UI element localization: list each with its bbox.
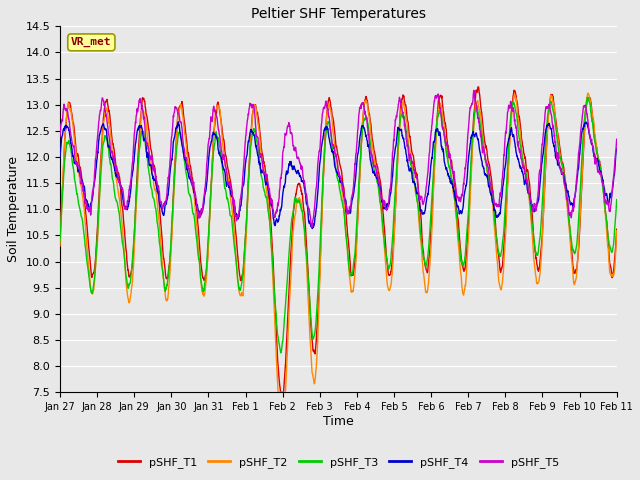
Text: VR_met: VR_met [71, 37, 111, 48]
X-axis label: Time: Time [323, 415, 354, 428]
Legend: pSHF_T1, pSHF_T2, pSHF_T3, pSHF_T4, pSHF_T5: pSHF_T1, pSHF_T2, pSHF_T3, pSHF_T4, pSHF… [113, 453, 564, 472]
Title: Peltier SHF Temperatures: Peltier SHF Temperatures [251, 7, 426, 21]
Y-axis label: Soil Temperature: Soil Temperature [7, 156, 20, 262]
